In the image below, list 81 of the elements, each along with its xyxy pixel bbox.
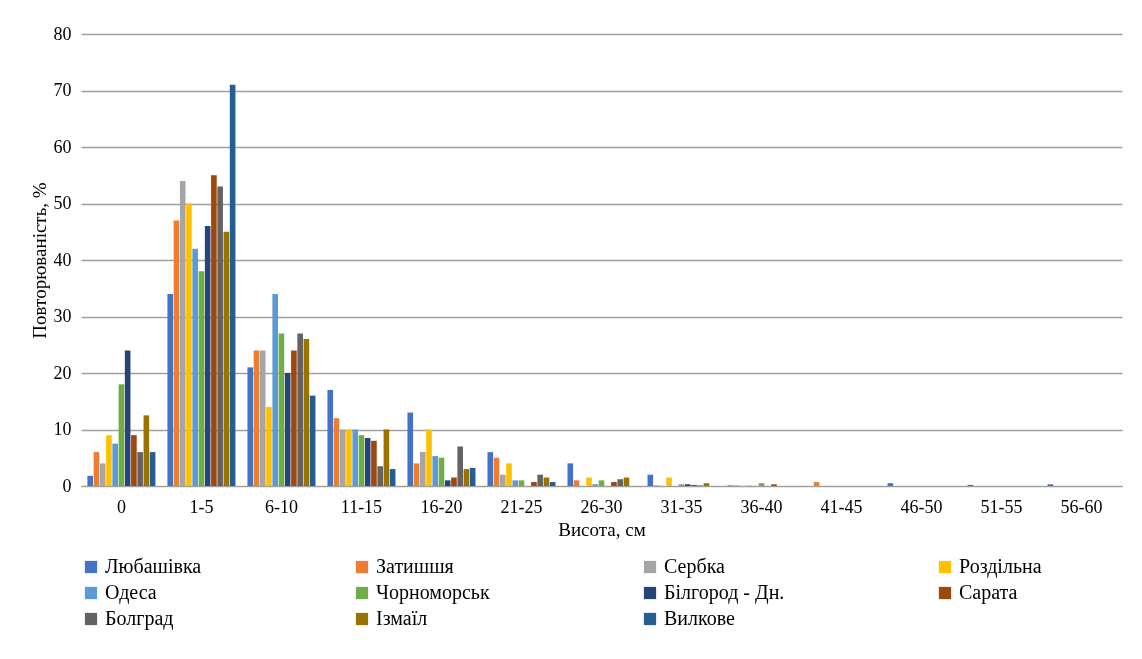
bar: [703, 483, 710, 486]
bar: [487, 452, 494, 486]
bar: [573, 480, 580, 486]
bar: [112, 443, 118, 486]
x-tick-label: 31-35: [660, 496, 703, 517]
bar: [887, 483, 894, 486]
bar: [211, 175, 217, 486]
x-tick-label: 6-10: [264, 496, 298, 517]
legend-label: Чорноморськ: [376, 581, 490, 604]
x-tick-label: 36-40: [740, 496, 783, 517]
y-tick-label: 10: [53, 419, 72, 439]
x-tick-label: 16-20: [420, 496, 463, 517]
y-tick-label: 70: [53, 80, 72, 100]
bar: [444, 480, 451, 486]
bar: [531, 482, 537, 486]
x-tick-label: 0: [116, 496, 126, 517]
bar: [131, 435, 137, 486]
bar: [327, 389, 334, 486]
x-tick-label: 21-25: [500, 496, 543, 517]
bar: [106, 435, 112, 486]
legend-label: Сербка: [664, 555, 726, 578]
legend-label: Любашівка: [105, 555, 202, 577]
y-axis-title: Повторюваність, %: [28, 182, 50, 339]
x-tick-label: 56-60: [1060, 496, 1103, 517]
x-tick-label: 1-5: [189, 496, 214, 517]
bar: [413, 463, 420, 486]
x-axis-title: Висота, см: [558, 518, 646, 540]
bar: [432, 456, 439, 486]
bar: [586, 477, 592, 486]
bar: [407, 412, 414, 486]
bar: [758, 483, 765, 486]
x-tick-label: 51-55: [980, 496, 1023, 517]
bar: [297, 333, 303, 486]
bar: [186, 203, 192, 486]
bar: [137, 452, 143, 486]
bar: [87, 475, 94, 486]
bar: [192, 248, 198, 486]
legend-label: Роздільна: [959, 555, 1042, 578]
bar: [371, 440, 377, 486]
y-tick-label: 20: [53, 362, 72, 383]
x-tick-label: 46-50: [900, 496, 943, 517]
bar: [611, 482, 617, 486]
bar: [291, 350, 297, 486]
bar: [506, 463, 512, 486]
bar: [167, 293, 174, 486]
bar: [247, 367, 254, 486]
bar: [537, 474, 544, 486]
bar: [666, 477, 672, 486]
bar: [272, 293, 279, 486]
bar: [266, 406, 272, 486]
y-tick-label: 60: [53, 136, 72, 157]
legend-label: Вилкове: [664, 607, 736, 629]
y-tick-label: 50: [53, 193, 72, 213]
bar: [512, 480, 519, 486]
bar: [346, 429, 352, 486]
bar: [426, 429, 432, 486]
legend-label: Затишшя: [376, 555, 454, 577]
y-tick-label: 0: [62, 475, 72, 496]
bar: [617, 479, 624, 486]
bar: [457, 446, 463, 486]
x-tick-label: 26-30: [580, 496, 623, 517]
legend-label: Сарата: [959, 581, 1018, 604]
bar: [352, 429, 359, 486]
legend-label: Білгород - Дн.: [664, 581, 785, 604]
legend-label: Ізмаїл: [376, 607, 428, 629]
bar: [217, 186, 223, 486]
legend-label: Болград: [105, 607, 174, 630]
bar: [813, 482, 820, 486]
bar: [549, 482, 556, 486]
bar: [364, 437, 371, 486]
y-tick-label: 80: [53, 23, 72, 44]
y-tick-label: 30: [53, 306, 72, 326]
legend-label: Одеса: [105, 581, 157, 604]
bar: [518, 480, 525, 486]
x-tick-label: 41-45: [820, 496, 863, 517]
bar: [567, 463, 574, 486]
bar: [377, 466, 383, 486]
y-tick-label: 40: [53, 249, 72, 270]
bar: [598, 480, 605, 486]
x-tick-label: 11-15: [340, 496, 383, 517]
bar: [451, 477, 457, 486]
